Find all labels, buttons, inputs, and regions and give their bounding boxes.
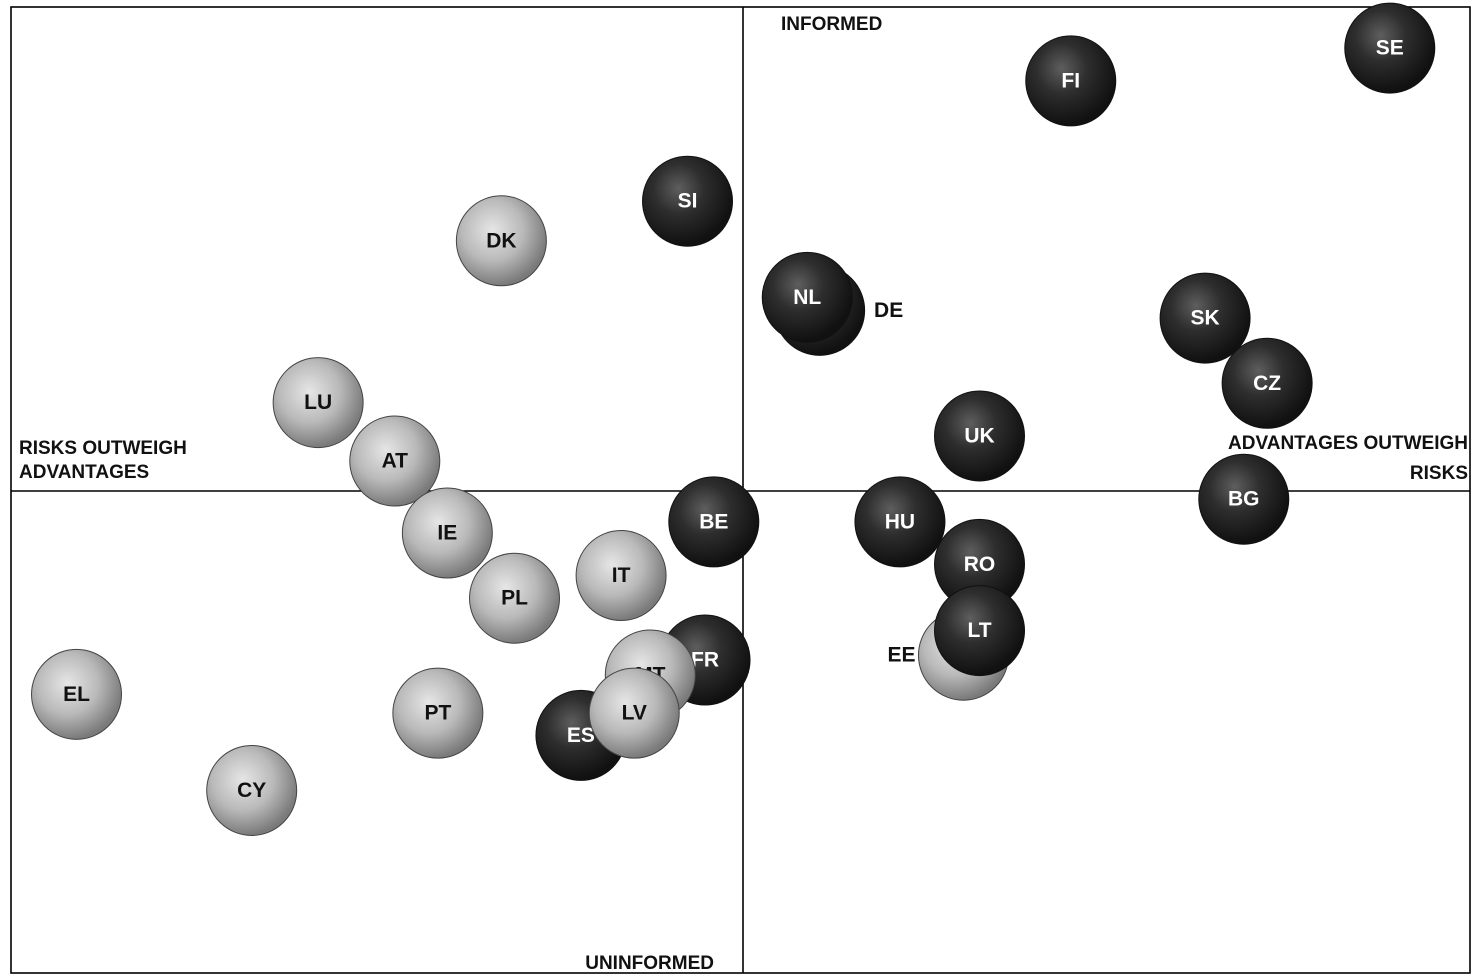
bubble-circle <box>854 476 946 568</box>
bubble-pl: PL <box>469 552 561 644</box>
bubble-lt: LT <box>934 585 1026 677</box>
bubble-circle <box>272 357 364 449</box>
bubble-circle <box>206 744 298 836</box>
bubble-label: EL <box>63 683 90 706</box>
left-quadrant-label-line2: ADVANTAGES <box>19 462 149 483</box>
bubble-circle <box>642 155 734 247</box>
bubble-circle <box>1221 337 1313 429</box>
bubble-circle <box>31 648 123 740</box>
bubble-fi: FI <box>1025 35 1117 127</box>
bubble-label: CZ <box>1253 372 1281 395</box>
bubble-label: LT <box>967 619 991 642</box>
bubble-label: DK <box>486 229 516 252</box>
bubble-circle <box>1025 35 1117 127</box>
bubble-circle <box>1159 272 1251 364</box>
bubble-se: SE <box>1344 2 1436 94</box>
bubble-label: SI <box>678 190 698 213</box>
bubble-label: NL <box>793 286 821 309</box>
bubble-label: IE <box>437 522 457 545</box>
bubble-label: FR <box>691 649 719 672</box>
bubble-circle <box>1198 453 1290 545</box>
bubble-dk: DK <box>455 195 547 287</box>
bubble-sk: SK <box>1159 272 1251 364</box>
bubble-at: AT <box>349 415 441 507</box>
bubble-circle <box>469 552 561 644</box>
bubble-be: BE <box>668 476 760 568</box>
bubble-label: FI <box>1061 69 1080 92</box>
bubble-label: DE <box>874 299 903 322</box>
bubble-uk: UK <box>934 390 1026 482</box>
bubble-hu: HU <box>854 476 946 568</box>
bubble-label: PT <box>424 702 451 725</box>
bubble-circle <box>668 476 760 568</box>
data-points: SIDKLUATIEPLITBEFRMTESLVPTELCYFISEDENLSK… <box>31 2 1436 836</box>
bubble-circle <box>575 530 667 622</box>
bubble-circle <box>588 667 680 759</box>
bottom-quadrant-label: UNINFORMED <box>585 953 714 974</box>
bubble-circle <box>761 251 853 343</box>
bubble-label: AT <box>382 450 409 473</box>
bubble-circle <box>349 415 441 507</box>
bubble-lu: LU <box>272 357 364 449</box>
right-quadrant-label-line1: ADVANTAGES OUTWEIGH <box>1228 433 1468 454</box>
bubble-circle <box>934 390 1026 482</box>
bubble-label: LV <box>622 702 647 725</box>
bubble-circle <box>1344 2 1436 94</box>
bubble-label: HU <box>885 510 915 533</box>
bubble-label: SE <box>1376 37 1404 60</box>
bubble-label: BE <box>699 510 728 533</box>
bubble-label: BG <box>1228 488 1260 511</box>
bubble-ie: IE <box>401 487 493 579</box>
bubble-nl: NL <box>761 251 853 343</box>
bubble-label: IT <box>612 564 631 587</box>
bubble-label: SK <box>1190 307 1219 330</box>
bubble-label: PL <box>501 587 528 610</box>
bubble-label: LU <box>304 391 332 414</box>
bubble-label: RO <box>964 553 996 576</box>
bubble-it: IT <box>575 530 667 622</box>
bubble-si: SI <box>642 155 734 247</box>
bubble-cy: CY <box>206 744 298 836</box>
bubble-cz: CZ <box>1221 337 1313 429</box>
bubble-lv: LV <box>588 667 680 759</box>
bubble-circle <box>455 195 547 287</box>
right-quadrant-label-line2: RISKS <box>1410 463 1468 484</box>
bubble-el: EL <box>31 648 123 740</box>
bubble-circle <box>934 585 1026 677</box>
bubble-bg: BG <box>1198 453 1290 545</box>
bubble-circle <box>392 667 484 759</box>
top-quadrant-label: INFORMED <box>781 14 882 35</box>
bubble-circle <box>401 487 493 579</box>
bubble-label: UK <box>964 424 994 447</box>
left-quadrant-label-line1: RISKS OUTWEIGH <box>19 438 187 459</box>
bubble-pt: PT <box>392 667 484 759</box>
bubble-label: ES <box>567 724 595 747</box>
bubble-label: CY <box>237 779 266 802</box>
bubble-label: EE <box>887 644 915 667</box>
